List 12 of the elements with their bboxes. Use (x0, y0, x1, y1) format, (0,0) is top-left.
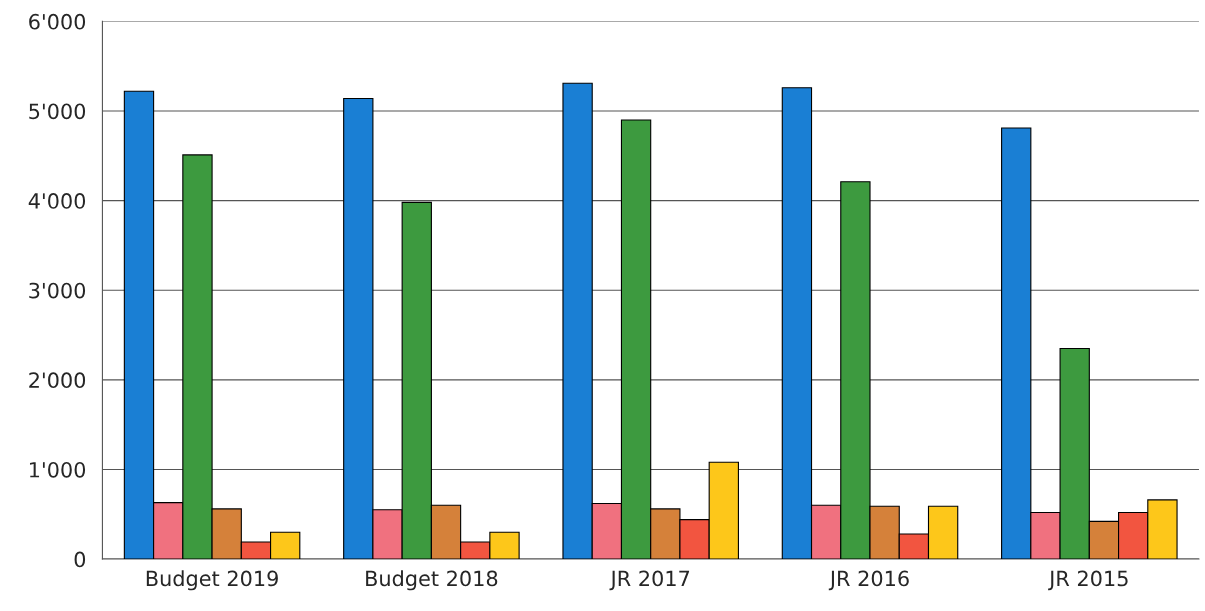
y-tick-label: 5'000 (29, 103, 86, 120)
y-tick-label: 6'000 (29, 13, 86, 30)
y-tick-label: 0 (74, 551, 86, 568)
y-tick-label: 4'000 (28, 193, 86, 209)
y-tick-label: 2'000 (29, 372, 86, 389)
x-tick-label: JR 2015 (1048, 570, 1128, 591)
x-tick-label: Budget 2019 (146, 570, 278, 591)
x-tick-label: Budget 2018 (366, 570, 498, 591)
x-tick-label: JR 2016 (828, 570, 909, 591)
y-tick-label: 1'000 (29, 461, 86, 478)
x-tick-label: JR 2017 (609, 570, 690, 591)
y-tick-label: 3'000 (29, 282, 86, 299)
